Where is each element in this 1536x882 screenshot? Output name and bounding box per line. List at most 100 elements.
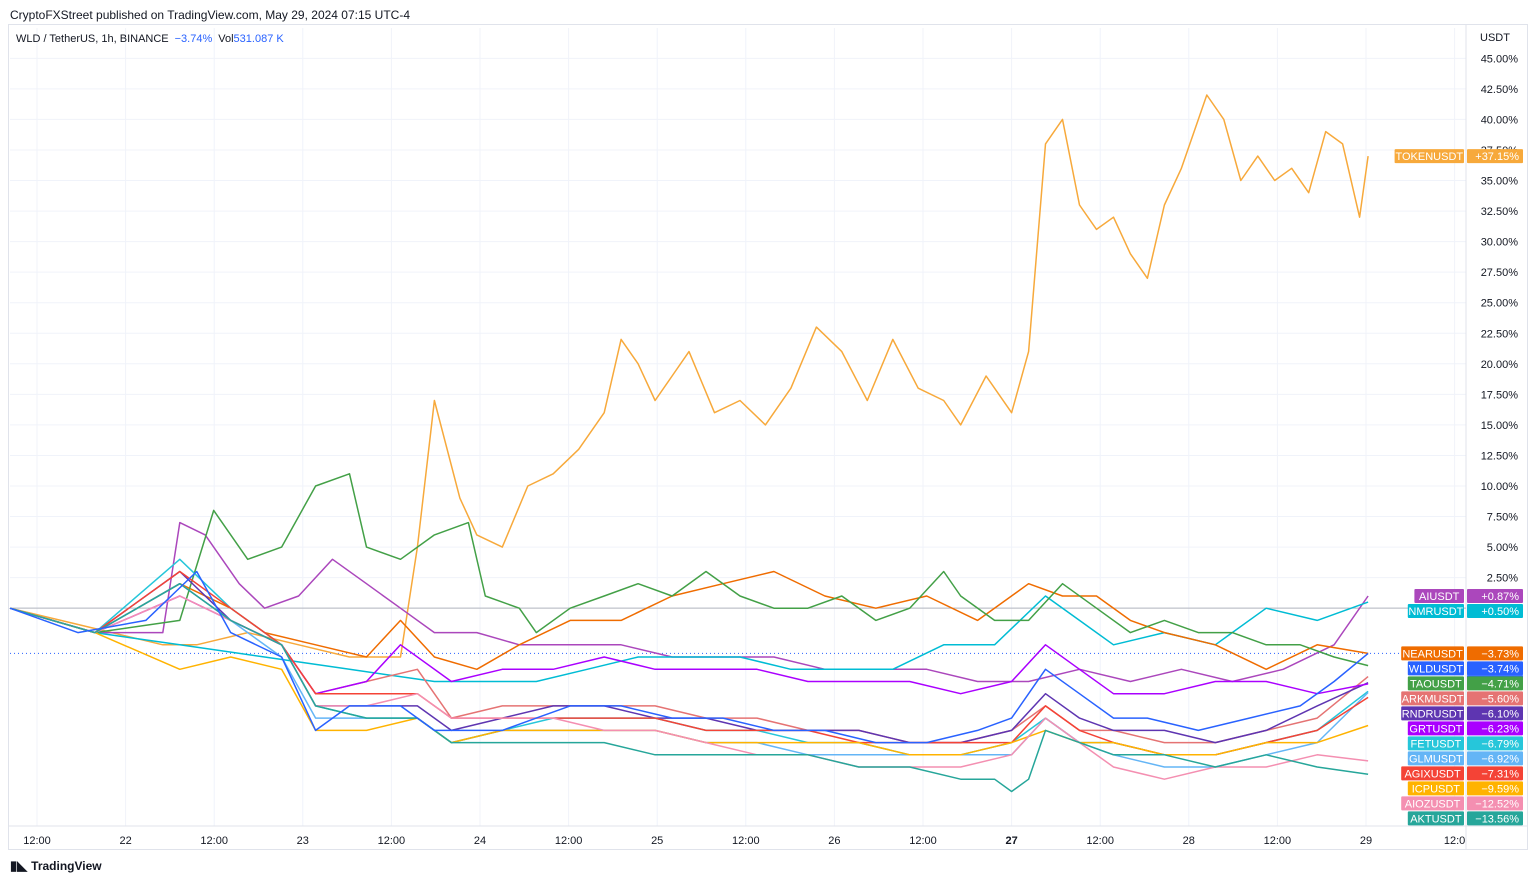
series-name-label: TOKENUSDT: [1395, 151, 1463, 163]
series-line-wldusdt: [9, 570, 1369, 744]
series-name-label: NMRUSDT: [1408, 606, 1463, 618]
y-tick-label: 7.50%: [1487, 512, 1518, 524]
series-value-label: −3.74%: [1481, 663, 1519, 675]
series-name-tag: [1407, 751, 1464, 766]
series-name-label: NEARUSDT: [1402, 648, 1463, 660]
series-name-tag: [1407, 603, 1464, 618]
series-value-label: +37.15%: [1475, 151, 1519, 163]
series-name-tag: [1414, 588, 1464, 603]
series-name-label: WLDUSDT: [1409, 663, 1464, 675]
y-tick-label: 22.50%: [1481, 328, 1519, 340]
y-tick-label: 30.00%: [1481, 237, 1519, 249]
series-value-tag: [1467, 706, 1523, 721]
x-tick-label: 12:0: [1444, 835, 1465, 847]
y-tick-label: 25.00%: [1481, 298, 1519, 310]
series-value-label: −13.56%: [1475, 813, 1519, 825]
series-line-aiusdt: [9, 521, 1369, 683]
footer-brand[interactable]: ▮◣ TradingView: [10, 858, 102, 874]
y-tick-label: 5.00%: [1487, 542, 1518, 554]
x-tick-label: 12:00: [200, 835, 228, 847]
series-name-tag: [1401, 691, 1464, 706]
y-tick-label: 45.00%: [1481, 53, 1519, 65]
series-value-label: +0.50%: [1481, 606, 1519, 618]
x-tick-label: 23: [297, 835, 309, 847]
series-name-label: AIOZUSDT: [1405, 798, 1461, 810]
chart-frame: [8, 24, 1528, 850]
series-value-label: +0.87%: [1481, 591, 1519, 603]
x-tick-label: 22: [119, 835, 131, 847]
series-name-tag: [1401, 646, 1464, 661]
series-value-tag: [1467, 781, 1523, 796]
series-name-label: AKTUSDT: [1410, 813, 1462, 825]
series-name-tag: [1407, 721, 1464, 736]
y-tick-label: 10.00%: [1481, 481, 1519, 493]
series-value-label: −3.73%: [1481, 648, 1519, 660]
series-value-tag: [1467, 796, 1523, 811]
series-value-label: −6.23%: [1481, 723, 1519, 735]
y-tick-label: 2.50%: [1487, 573, 1518, 585]
series-name-tag: [1401, 766, 1464, 781]
x-tick-label: 29: [1360, 835, 1372, 847]
series-value-label: −6.92%: [1481, 753, 1519, 765]
series-name-label: GLMUSDT: [1409, 753, 1463, 765]
y-tick-label: 17.50%: [1481, 389, 1519, 401]
y-tick-label: 32.50%: [1481, 206, 1519, 218]
volume-value: 531.087 K: [233, 33, 284, 45]
series-line-tokenusdt: [9, 94, 1369, 658]
series-value-label: −9.59%: [1481, 783, 1519, 795]
series-name-tag: [1407, 736, 1464, 751]
series-line-aktusdt: [9, 582, 1369, 793]
x-tick-label: 12:00: [1086, 835, 1114, 847]
series-value-tag: [1467, 676, 1523, 691]
symbol-legend[interactable]: WLD / TetherUS, 1h, BINANCE −3.74% Vol53…: [16, 33, 284, 45]
brand-name: TradingView: [31, 859, 102, 873]
symbol-change: −3.74%: [174, 33, 213, 45]
series-name-label: FETUSDT: [1411, 738, 1462, 750]
y-tick-label: 40.00%: [1481, 114, 1519, 126]
series-value-tag: [1467, 661, 1523, 676]
x-tick-label: 12:00: [909, 835, 937, 847]
series-value-tag: [1467, 588, 1523, 603]
x-tick-label: 28: [1183, 835, 1195, 847]
y-tick-label: 15.00%: [1481, 420, 1519, 432]
series-name-tag: [1407, 811, 1464, 826]
tradingview-logo-icon: ▮◣: [10, 858, 28, 873]
x-tick-label: 26: [828, 835, 840, 847]
symbol-title: WLD / TetherUS, 1h, BINANCE: [16, 33, 169, 45]
series-value-tag: [1467, 721, 1523, 736]
series-name-tag: [1401, 796, 1464, 811]
x-tick-label: 25: [651, 835, 663, 847]
series-name-label: ARKMUSDT: [1402, 693, 1464, 705]
series-name-tag: [1407, 676, 1464, 691]
series-value-label: −7.31%: [1481, 768, 1519, 780]
series-value-tag: [1467, 691, 1523, 706]
publish-info: CryptoFXStreet published on TradingView.…: [10, 8, 410, 22]
series-line-taousdt: [9, 473, 1369, 667]
series-value-label: −6.10%: [1481, 708, 1519, 720]
series-name-label: GRTUSDT: [1409, 723, 1462, 735]
series-value-tag: [1467, 603, 1523, 618]
series-value-tag: [1467, 149, 1523, 164]
series-name-tag: [1394, 149, 1464, 164]
y-tick-label: 42.50%: [1481, 84, 1519, 96]
series-name-tag: [1407, 661, 1464, 676]
series-name-tag: [1407, 781, 1464, 796]
y-tick-label: 20.00%: [1481, 359, 1519, 371]
series-value-tag: [1467, 811, 1523, 826]
series-value-tag: [1467, 646, 1523, 661]
series-name-tag: [1401, 706, 1464, 721]
series-name-label: RNDRUSDT: [1402, 708, 1464, 720]
series-value-label: −4.71%: [1481, 678, 1519, 690]
series-value-label: −12.52%: [1475, 798, 1519, 810]
series-name-label: AIUSDT: [1419, 591, 1460, 603]
x-tick-label: 12:00: [1264, 835, 1292, 847]
x-tick-label: 12:00: [378, 835, 406, 847]
series-line-icpusdt: [9, 607, 1369, 756]
series-value-label: −5.60%: [1481, 693, 1519, 705]
currency-selector[interactable]: USDT: [1480, 32, 1510, 44]
y-tick-label: 27.50%: [1481, 267, 1519, 279]
x-tick-label: 27: [1005, 835, 1017, 847]
x-tick-label: 12:00: [732, 835, 760, 847]
series-name-label: ICPUSDT: [1412, 783, 1461, 795]
